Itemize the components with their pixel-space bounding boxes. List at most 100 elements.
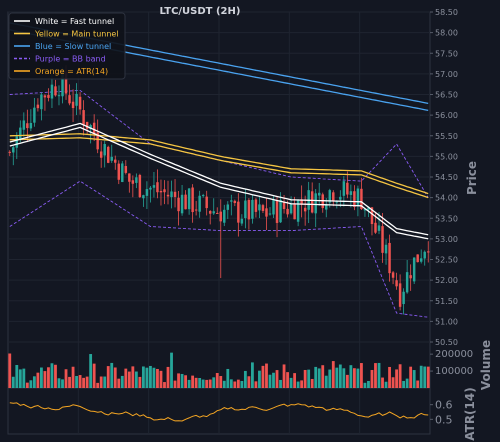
volume-bar [331,361,335,388]
volume-bar [345,374,349,388]
volume-bar [117,378,121,388]
candle-body [247,199,251,220]
candle-body [374,222,377,233]
candle-body [22,120,26,130]
volume-bar [275,370,279,388]
legend: White = Fast tunnel Yellow = Main tunnel B… [8,12,126,80]
volume-bar [54,364,57,388]
candle-body [110,156,113,161]
volume-bar [360,363,363,388]
price-tick-label: 56.00 [435,111,458,120]
price-tick-label: 54.00 [435,194,458,203]
candle-body [128,173,131,182]
volume-bar [402,380,406,388]
volume-bar [25,382,29,388]
volume-bar [15,364,19,388]
atr-axis-label: ATR(14) [463,387,477,440]
atr-line-path [9,402,429,422]
candle-body [180,194,184,214]
volume-bar [272,372,275,388]
volume-bar [145,367,149,388]
candle-body [402,291,405,305]
volume-bar [159,370,163,388]
volume-tick-label: 200000 [435,349,473,360]
candle-body [184,194,187,210]
candle-body [208,211,212,214]
candle-body [166,194,170,197]
price-tick-label: 52.50 [435,256,458,265]
main-tunnel-line [9,133,429,195]
candle-body [156,182,159,193]
volume-bar [349,365,353,388]
volume-bar [215,373,219,388]
volume-bar [370,369,374,388]
volume-bar [405,378,409,388]
volume-bar [201,379,205,388]
volume-bar [180,373,184,388]
volume-axis: 200000 100000 [430,349,473,377]
volume-bar [138,376,142,388]
volume-bar [163,382,166,388]
candle-body [377,225,381,231]
volume-bar [205,379,209,388]
candle-body [61,73,64,97]
candle-body [142,195,145,199]
volume-bar [233,381,237,388]
candle-body [78,96,82,110]
volume-tick-label: 100000 [435,366,473,377]
candle-body [124,166,128,173]
candle-body [50,84,54,99]
candle-body [240,218,244,224]
volume-bar [96,382,100,388]
volume-bar [391,377,395,388]
candle-body [258,204,261,211]
candle-body [219,211,222,222]
candle-body [103,144,106,156]
volume-bar [240,380,244,388]
candle-body [367,207,370,210]
candle-body [201,195,205,197]
candle-body [163,189,166,193]
candle-body [296,200,300,222]
candle-body [71,101,75,109]
volume-bar [113,367,117,388]
candle-body [289,203,293,214]
price-tick-label: 55.00 [435,152,458,161]
candle-body [33,107,36,123]
volume-bar [11,376,15,388]
volume-bar [134,371,138,388]
candle-body [96,132,99,150]
candle-body [226,204,230,210]
volume-bar [131,366,135,388]
candle-body [92,122,96,135]
price-tick-label: 50.50 [435,338,458,347]
bb-band [9,89,429,318]
volume-bar [141,366,145,388]
price-tick-label: 55.50 [435,132,458,141]
main-tunnel-line [9,137,429,199]
volume-bar [243,370,247,388]
candle-body [398,283,402,307]
candle-body [244,200,247,219]
candle-body [12,147,15,153]
candle-body [47,95,50,98]
candle-body [114,159,117,163]
candle-body [261,205,265,211]
candle-body [381,226,384,253]
candle-body [360,188,363,210]
volume-bar [395,369,398,388]
volume-bar [398,364,402,388]
candle-body [173,191,177,197]
candle-body [265,208,268,217]
candle-body [223,209,226,223]
volume-bar [173,380,177,388]
candle-body [332,192,335,202]
volume-bar [282,364,286,388]
volume-bar [40,367,43,388]
candle-body [416,254,419,263]
volume-bar [208,379,212,388]
candle-body [233,200,237,204]
volume-bar [29,380,33,388]
volume-bar [296,381,300,388]
volume-bar [247,376,251,388]
